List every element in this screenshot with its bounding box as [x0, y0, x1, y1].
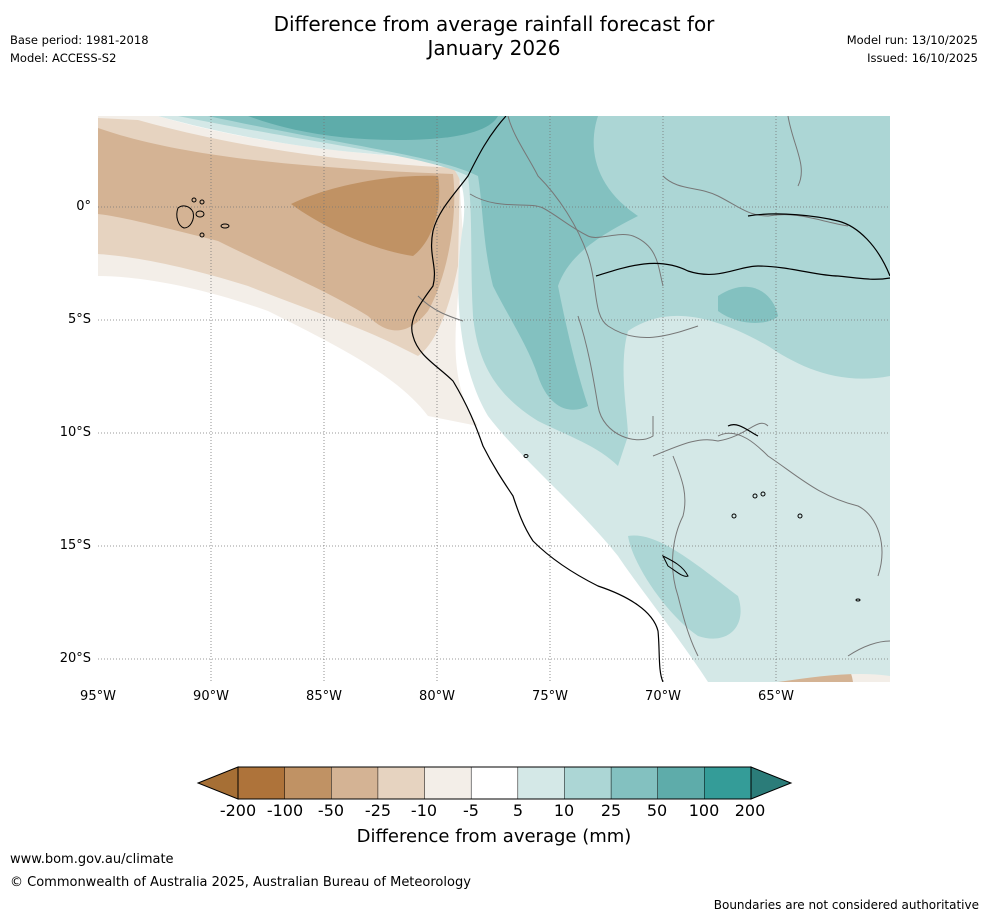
colorbar-extend-high [750, 766, 793, 800]
cb-tick-neg100: -100 [266, 801, 304, 820]
colorbar-label: Difference from average (mm) [356, 826, 632, 847]
rainfall-anomaly-map [98, 116, 890, 682]
cb-tick-200: 200 [734, 801, 766, 820]
cb-tick-100: 100 [688, 801, 720, 820]
lon-label-90w: 90°W [193, 689, 229, 704]
wetter-region-25mm [208, 116, 638, 410]
cb-tick-neg50: -50 [317, 801, 345, 820]
model-run: Model run: 13/10/2025 [846, 33, 978, 47]
colorbar-segment [424, 766, 472, 800]
lat-label-0: 0° [76, 199, 91, 214]
lon-label-75w: 75°W [532, 689, 568, 704]
colorbar-segment [564, 766, 612, 800]
footer-copyright: © Commonwealth of Australia 2025, Austra… [10, 875, 471, 890]
cb-tick-neg25: -25 [364, 801, 392, 820]
galapagos-islands [176, 197, 230, 238]
colorbar-segment [284, 766, 333, 800]
cb-tick-neg10: -10 [410, 801, 438, 820]
wetter-region-25mm-east [718, 286, 778, 323]
colorbar [196, 766, 793, 800]
wetter-region-10mm-south [628, 535, 741, 639]
colorbar-segment [331, 766, 379, 800]
lat-label-20s: 20°S [59, 651, 91, 666]
cb-tick-10: 10 [553, 801, 575, 820]
lat-label-10s: 10°S [59, 425, 91, 440]
cb-tick-50: 50 [646, 801, 668, 820]
country-borders [417, 116, 890, 657]
colorbar-segment [704, 766, 752, 800]
issued-date: Issued: 16/10/2025 [867, 51, 978, 65]
colorbar-segment [237, 766, 286, 800]
metadata-right: Model run: 13/10/2025 Issued: 16/10/2025 [847, 31, 978, 67]
map-gridlines [98, 116, 890, 682]
metadata-left: Base period: 1981-2018 Model: ACCESS-S2 [10, 31, 149, 67]
coastline [411, 116, 890, 682]
base-period: Base period: 1981-2018 [10, 33, 149, 47]
lon-label-70w: 70°W [645, 689, 681, 704]
boundary-disclaimer: Boundaries are not considered authoritat… [713, 898, 979, 912]
chart-title: Difference from average rainfall forecas… [0, 12, 988, 60]
small-lakes [523, 454, 861, 602]
model-name: Model: ACCESS-S2 [10, 51, 117, 65]
cb-tick-5: 5 [512, 801, 524, 820]
colorbar-frame [237, 766, 752, 800]
title-line-2: January 2026 [427, 36, 561, 60]
drier-region-25mm [98, 128, 455, 331]
colorbar-segments [237, 766, 752, 800]
colorbar-segment [610, 766, 659, 800]
lat-label-5s: 5°S [67, 312, 91, 327]
colorbar-segment [517, 766, 566, 800]
cb-tick-neg5: -5 [463, 801, 479, 820]
title-line-1: Difference from average rainfall forecas… [273, 12, 715, 36]
lon-label-85w: 85°W [306, 689, 342, 704]
lon-label-65w: 65°W [758, 689, 794, 704]
lat-label-15s: 15°S [59, 538, 91, 553]
colorbar-segment [377, 766, 426, 800]
cb-tick-neg200: -200 [219, 801, 257, 820]
lake-titicaca [661, 554, 689, 577]
colorbar-extend-low [196, 766, 239, 800]
drier-region-50mm [291, 175, 440, 256]
colorbar-segment [657, 766, 706, 800]
lon-label-80w: 80°W [419, 689, 455, 704]
colorbar-segment [470, 766, 519, 800]
wetter-region-50mm [248, 116, 498, 140]
lon-label-95w: 95°W [80, 689, 116, 704]
cb-tick-25: 25 [600, 801, 622, 820]
footer-url[interactable]: www.bom.gov.au/climate [10, 852, 174, 867]
